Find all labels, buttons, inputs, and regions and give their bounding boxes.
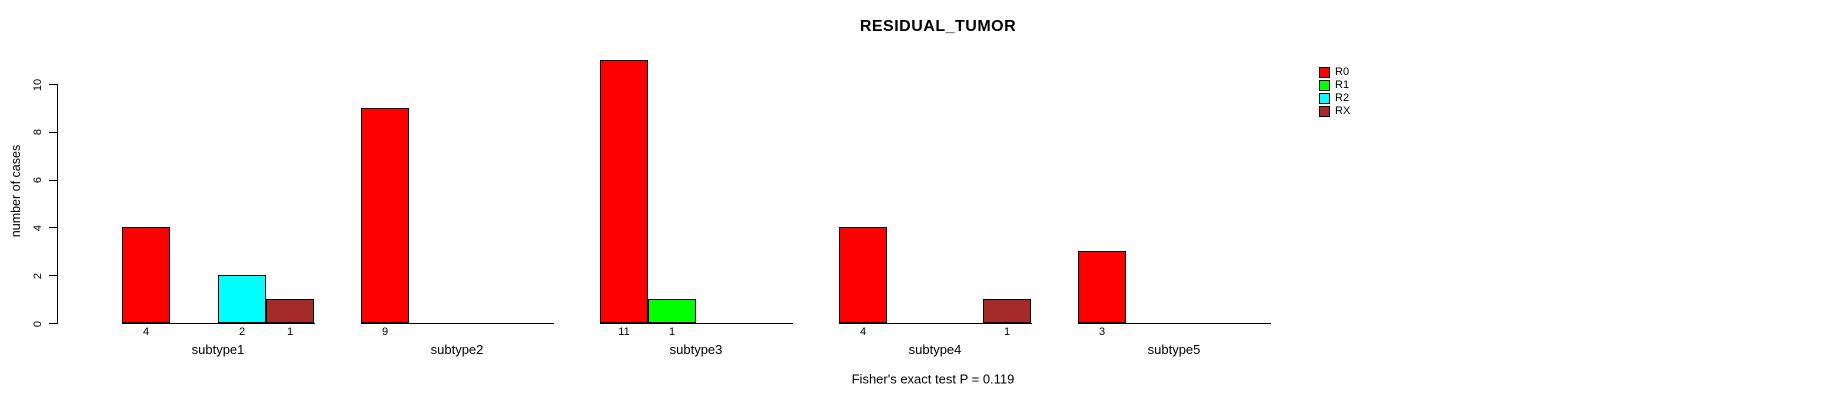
legend-label: R0 — [1335, 66, 1350, 78]
bar-rx-subtype4 — [983, 299, 1031, 323]
bar-value-label: 11 — [618, 326, 630, 338]
group-baseline — [1078, 323, 1271, 324]
y-tick-label: 2 — [32, 272, 44, 280]
bar-r1-subtype3 — [648, 299, 696, 323]
bar-r0-subtype3 — [600, 60, 648, 323]
bar-r0-subtype5 — [1078, 251, 1126, 323]
legend-swatch-icon — [1319, 80, 1330, 91]
bar-value-label: 1 — [668, 326, 676, 338]
x-category-label-subtype4: subtype4 — [908, 342, 962, 357]
bar-value-label: 3 — [1098, 326, 1106, 338]
bar-r0-subtype4 — [839, 227, 887, 323]
annotation-fishers-test: Fisher's exact test P = 0.119 — [851, 371, 1015, 387]
y-tick-label: 6 — [32, 176, 44, 184]
legend-label: R1 — [1335, 79, 1350, 91]
legend-swatch-icon — [1319, 67, 1330, 78]
bar-value-label: 2 — [238, 326, 246, 338]
bar-rx-subtype1 — [266, 299, 314, 323]
chart-title: RESIDUAL_TUMOR — [859, 18, 1017, 35]
y-tick-label: 8 — [32, 128, 44, 136]
group-baseline — [122, 323, 315, 324]
x-category-label-subtype1: subtype1 — [191, 342, 245, 357]
bar-value-label: 4 — [142, 326, 150, 338]
legend-label: RX — [1335, 105, 1351, 117]
group-baseline — [600, 323, 793, 324]
bar-r0-subtype2 — [361, 108, 409, 323]
y-tick — [49, 132, 57, 133]
legend-swatch-icon — [1319, 106, 1330, 117]
y-tick — [49, 227, 57, 228]
y-axis-line — [57, 84, 58, 324]
x-category-label-subtype3: subtype3 — [669, 342, 723, 357]
y-tick — [49, 84, 57, 85]
legend-label: R2 — [1335, 92, 1350, 104]
legend: R0 R1 R2 RX — [1319, 66, 1350, 118]
y-tick-label: 0 — [32, 320, 44, 328]
legend-item-r1: R1 — [1319, 79, 1350, 92]
x-category-label-subtype2: subtype2 — [430, 342, 484, 357]
bar-r2-subtype1 — [218, 275, 266, 323]
y-tick — [49, 180, 57, 181]
bar-value-label: 1 — [1003, 326, 1011, 338]
bar-r0-subtype1 — [122, 227, 170, 323]
bar-value-label: 9 — [381, 326, 389, 338]
bar-value-label: 4 — [859, 326, 867, 338]
y-tick-label: 4 — [32, 224, 44, 232]
y-tick-label: 10 — [32, 78, 44, 92]
group-baseline — [839, 323, 1032, 324]
group-baseline — [361, 323, 554, 324]
legend-item-rx: RX — [1319, 105, 1350, 118]
legend-item-r0: R0 — [1319, 66, 1350, 79]
y-tick — [49, 275, 57, 276]
bar-value-label: 1 — [286, 326, 294, 338]
y-tick — [49, 323, 57, 324]
legend-item-r2: R2 — [1319, 92, 1350, 105]
x-category-label-subtype5: subtype5 — [1147, 342, 1201, 357]
legend-swatch-icon — [1319, 93, 1330, 104]
